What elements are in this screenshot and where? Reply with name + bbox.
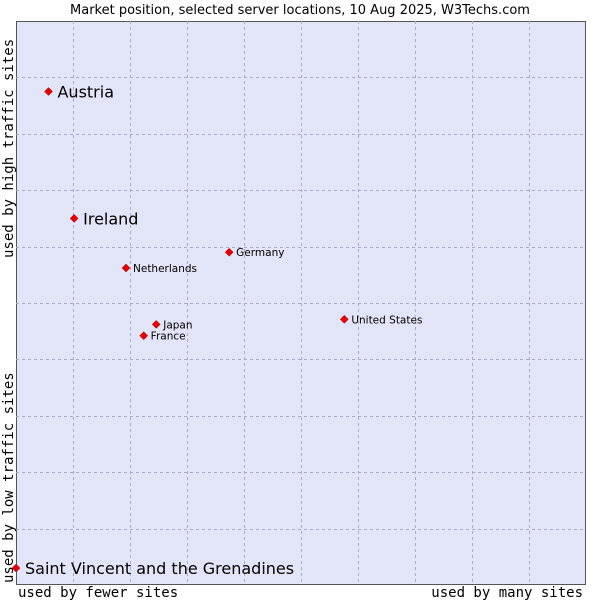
chart-title: Market position, selected server locatio…: [70, 3, 530, 18]
point-label-ireland: Ireland: [83, 209, 138, 228]
x-axis-label-right: used by many sites: [431, 585, 583, 600]
point-marker-france: [139, 331, 149, 341]
y-axis-label-top: used by high traffic sites: [1, 39, 17, 258]
data-points: Austria Ireland Germany Netherlands United S…: [11, 83, 422, 578]
point-marker-ireland: [69, 214, 79, 223]
point-marker-netherlands: [121, 263, 131, 273]
point-label-netherlands: Netherlands: [133, 263, 197, 275]
point-label-united-states: United States: [351, 314, 422, 326]
point-marker-austria: [44, 87, 53, 96]
point-marker-germany: [224, 247, 234, 257]
x-axis-label-left: used by fewer sites: [18, 585, 178, 600]
point-marker-japan: [151, 320, 161, 329]
grid-layer: [16, 21, 586, 585]
y-axis-label-bottom: used by low traffic sites: [1, 372, 17, 583]
point-label-japan: Japan: [162, 319, 192, 331]
point-label-france: France: [151, 331, 186, 343]
point-label-germany: Germany: [236, 247, 284, 259]
point-label-austria: Austria: [57, 83, 114, 102]
point-label-saint-vincent-and-the-grenadines: Saint Vincent and the Grenadines: [25, 559, 294, 578]
point-marker-united-states: [339, 315, 349, 324]
point-marker-saint-vincent-and-the-grenadines: [11, 563, 21, 573]
